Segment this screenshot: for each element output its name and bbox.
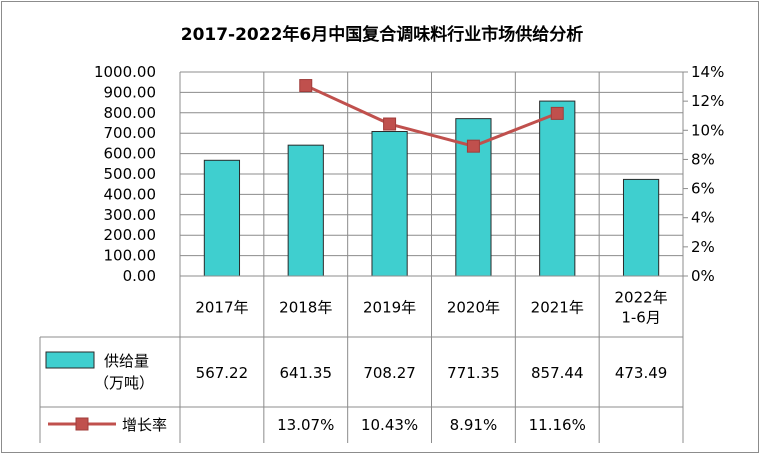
gridlines <box>179 71 684 276</box>
table-cell-bar-value: 857.44 <box>531 364 584 382</box>
table-cell-growth-value: 11.16% <box>529 416 586 434</box>
table-cell-bar-value: 708.27 <box>363 364 416 382</box>
line-marker <box>550 106 564 120</box>
line-series <box>299 79 564 153</box>
category-label: 2022年 <box>614 289 667 307</box>
y-right-tick-label: 8% <box>691 150 715 168</box>
y-left-tick-label: 400.00 <box>104 185 157 203</box>
y-right-tick-label: 0% <box>691 267 715 285</box>
growth-line <box>305 84 558 148</box>
bar <box>287 144 324 277</box>
bar <box>622 178 660 277</box>
bar <box>203 159 241 277</box>
y-right-tick-label: 10% <box>691 121 724 139</box>
y-left-tick-label: 1000.00 <box>94 63 156 81</box>
table-cell-growth-value: 10.43% <box>361 416 418 434</box>
category-label: 2020年 <box>447 299 500 317</box>
table-cell-bar-value: 567.22 <box>196 364 249 382</box>
legend-label-bar: （万吨） <box>94 374 154 392</box>
legend-label-line: 增长率 <box>122 416 167 434</box>
chart-title: 2017-2022年6月中国复合调味料行业市场供给分析 <box>181 24 584 45</box>
table-cell-bar-value: 771.35 <box>447 364 500 382</box>
chart-svg: 2017-2022年6月中国复合调味料行业市场供给分析 0.00 100.00 20… <box>39 24 724 443</box>
legend-swatch-marker <box>75 417 89 431</box>
bar <box>539 100 576 277</box>
y-right-tick-label: 12% <box>691 92 724 110</box>
y-left-tick-label: 500.00 <box>104 165 157 183</box>
y-right-tick-label: 4% <box>691 209 715 227</box>
category-label: 1-6月 <box>621 309 661 327</box>
y-right-tick-label: 2% <box>691 238 715 256</box>
table-cell-bar-value: 641.35 <box>280 364 333 382</box>
category-label: 2017年 <box>195 299 248 317</box>
y-left-tick-label: 800.00 <box>104 104 157 122</box>
line-marker <box>299 79 313 93</box>
y-left-tick-label: 0.00 <box>123 267 156 285</box>
y-left-tick-label: 200.00 <box>104 226 157 244</box>
line-marker <box>466 139 480 153</box>
category-label: 2021年 <box>531 299 584 317</box>
y-left-tick-label: 600.00 <box>104 145 157 163</box>
category-label: 2018年 <box>279 299 332 317</box>
table-cell-bar-value: 473.49 <box>615 364 668 382</box>
legend-label-bar: 供给量 <box>104 352 149 370</box>
category-label: 2019年 <box>363 299 416 317</box>
bar <box>371 131 408 277</box>
y-left-tick-label: 900.00 <box>104 83 157 101</box>
bar-series <box>203 100 660 277</box>
table-cell-growth-value: 8.91% <box>450 416 498 434</box>
line-marker <box>383 117 397 131</box>
y-left-tick-label: 100.00 <box>104 247 157 265</box>
table-cell-growth-value: 13.07% <box>277 416 334 434</box>
legend-swatch-bar <box>45 351 95 369</box>
y-left-tick-label: 700.00 <box>104 124 157 142</box>
y-right-tick-label: 14% <box>691 63 724 81</box>
y-right-tick-label: 6% <box>691 180 715 198</box>
y-left-tick-label: 300.00 <box>104 206 157 224</box>
